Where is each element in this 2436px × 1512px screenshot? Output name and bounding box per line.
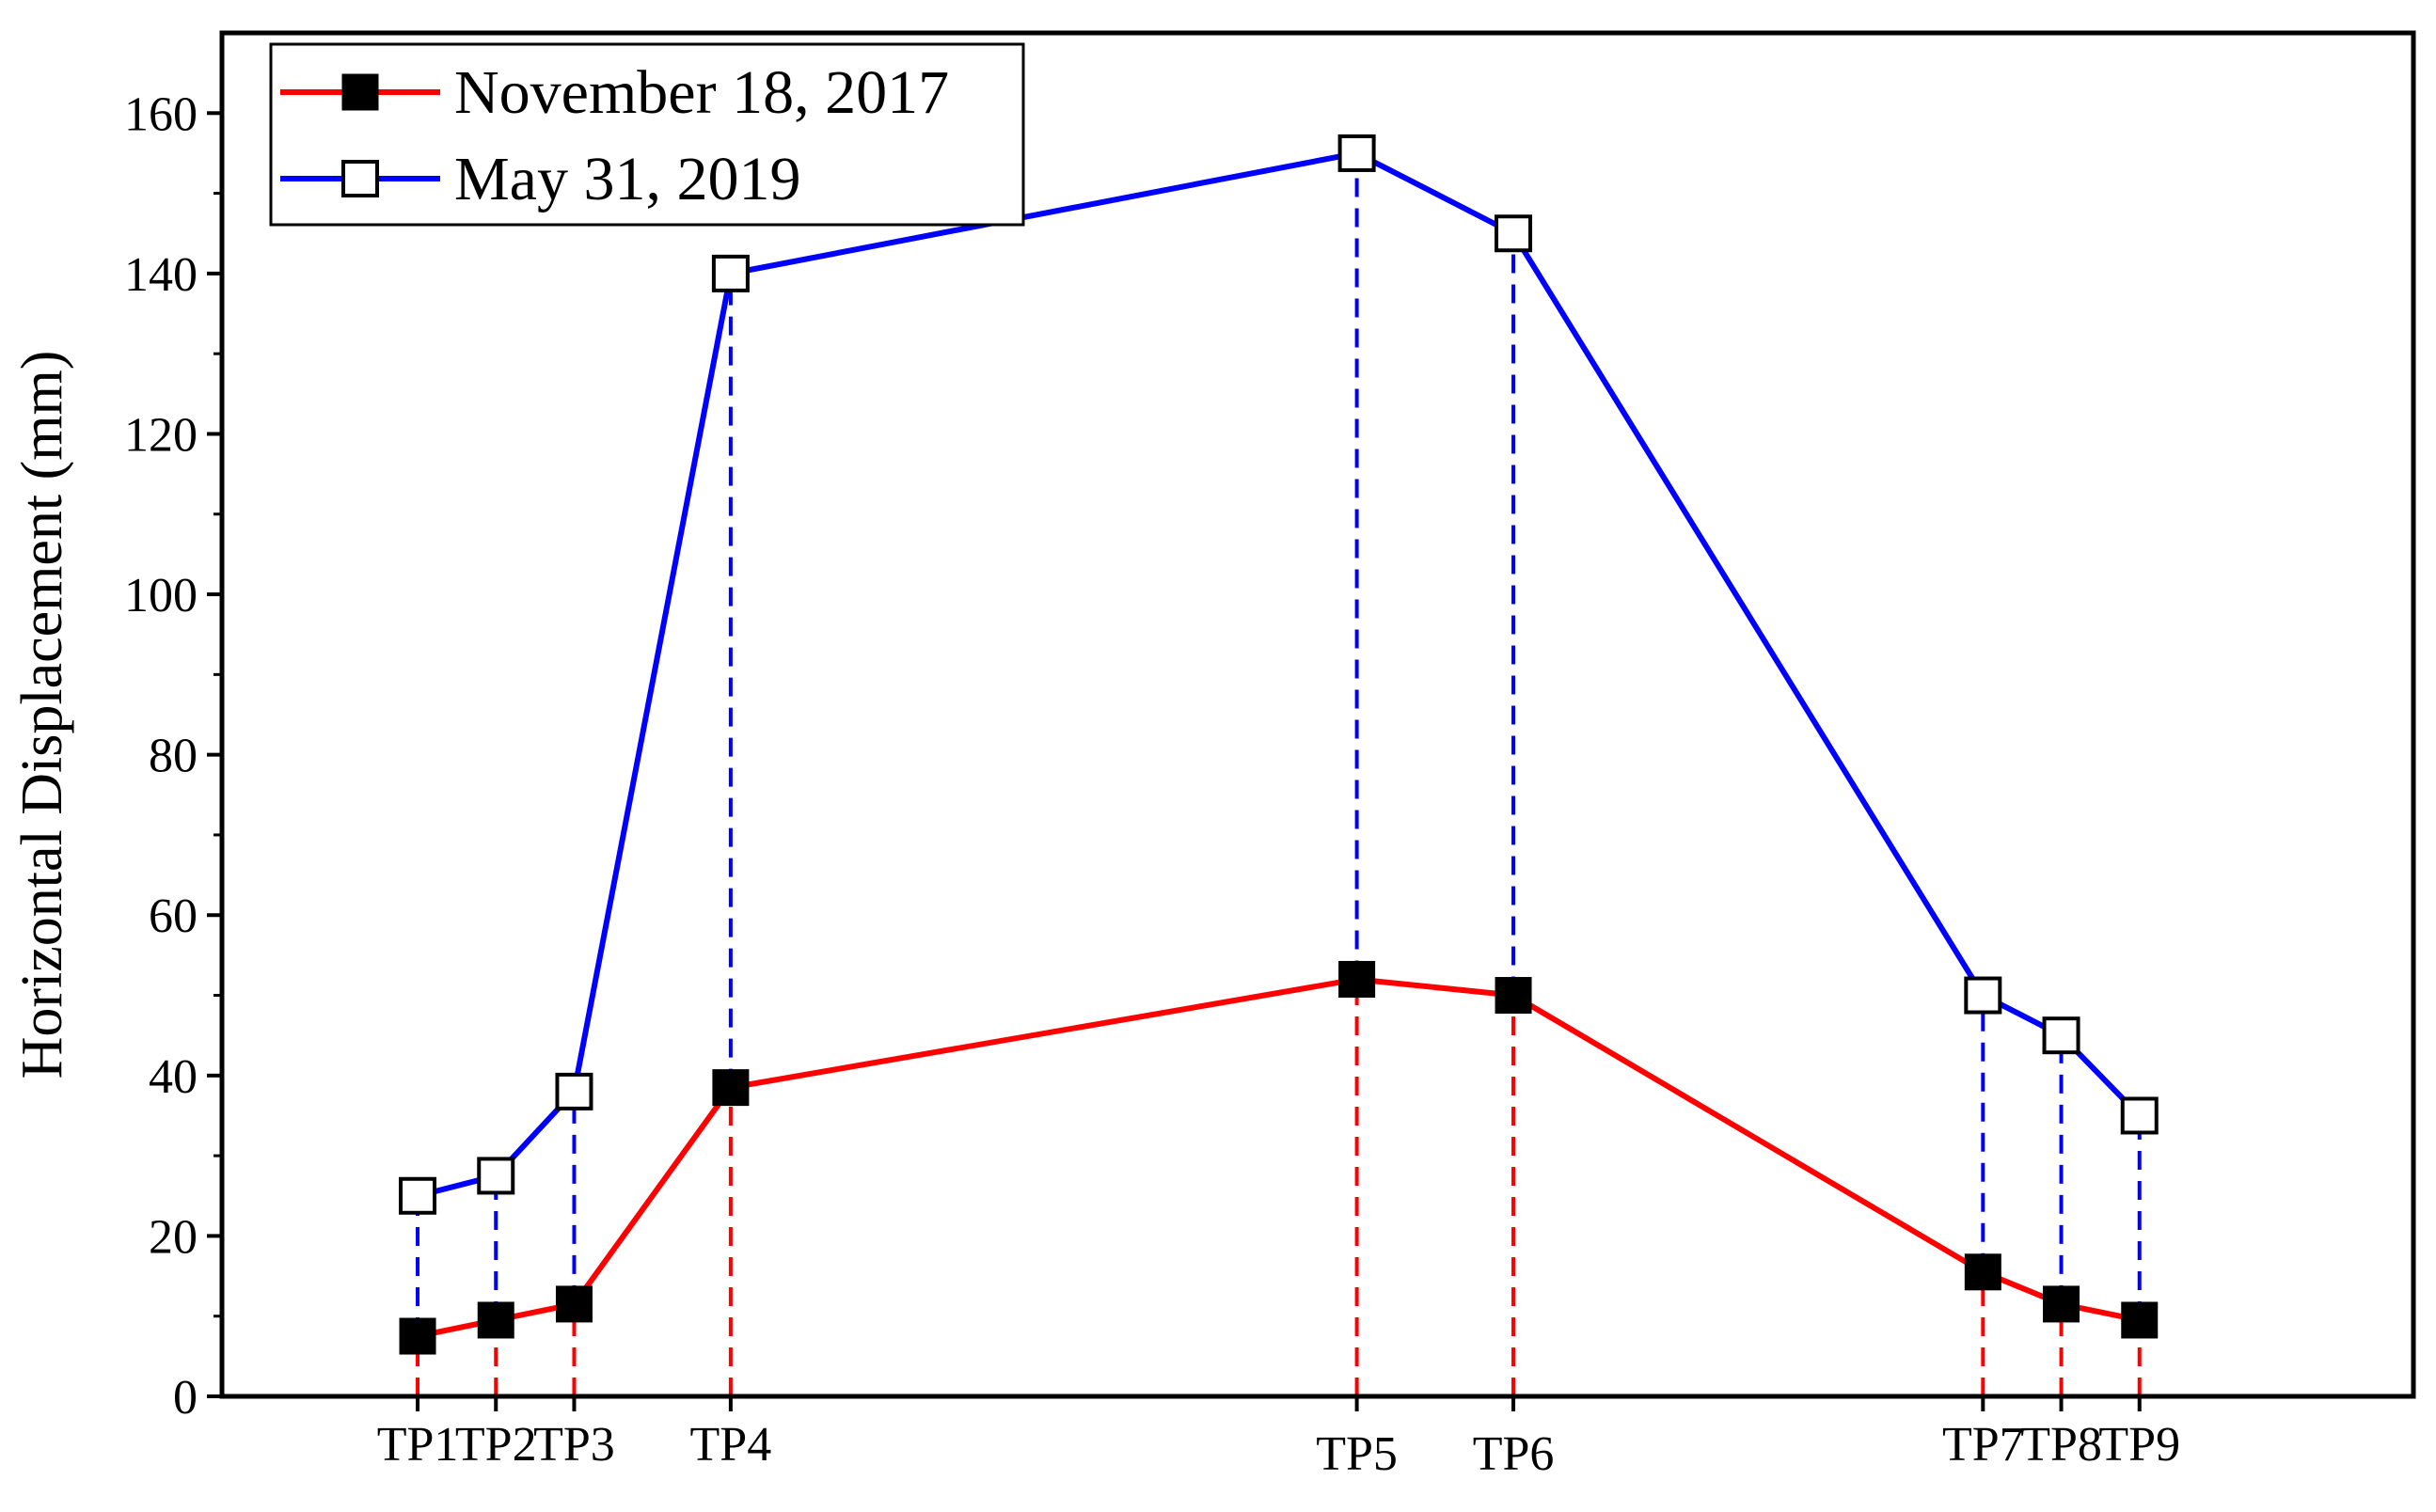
legend-marker-series-2 [341, 160, 379, 197]
x-tick-label: TP5 [1316, 1427, 1398, 1481]
data-point-series-2 [477, 1157, 515, 1195]
data-point-series-2 [399, 1176, 437, 1215]
legend-label-series-1: November 18, 2017 [454, 58, 949, 127]
y-tick-label: 140 [124, 248, 198, 302]
y-tick-label: 60 [149, 890, 198, 943]
data-point-series-1 [1495, 977, 1532, 1015]
data-point-series-1 [1338, 960, 1376, 998]
y-ticks: 0 20 40 60 80 100 120 140 160 [124, 87, 222, 1425]
y-tick-label: 20 [149, 1210, 198, 1264]
x-tick-label: TP2 [455, 1418, 537, 1472]
data-point-series-1 [2121, 1301, 2159, 1339]
data-point-series-2 [1964, 976, 2002, 1015]
legend-label-series-2: May 31, 2019 [454, 145, 800, 213]
axes [219, 30, 2416, 1399]
x-tick-label: TP1 [377, 1418, 459, 1472]
data-point-series-2 [2042, 1016, 2080, 1055]
data-point-series-2 [1495, 214, 1533, 253]
series-line-2 [417, 150, 2142, 1199]
data-point-series-2 [555, 1072, 593, 1110]
y-tick-label: 100 [124, 569, 198, 622]
series-markers [399, 134, 2159, 1355]
legend-box [269, 42, 1025, 227]
data-point-series-2 [2120, 1096, 2159, 1135]
legend: November 18, 2017 May 31, 2019 [269, 42, 1025, 227]
y-tick-label: 40 [149, 1050, 198, 1104]
x-tick-label: TP8 [2020, 1418, 2102, 1472]
y-axis-title: Horizontal Displacement (mm) [10, 351, 74, 1079]
series-lines [417, 150, 2142, 1339]
series-line-1 [417, 976, 2141, 1339]
drop-lines [416, 152, 2142, 1396]
x-tick-label: TP7 [1942, 1418, 2024, 1472]
data-point-series-1 [712, 1069, 750, 1107]
data-point-series-1 [399, 1317, 436, 1355]
x-tick-label: TP4 [690, 1418, 772, 1472]
y-tick-label: 80 [149, 730, 198, 783]
data-point-series-1 [1964, 1253, 2001, 1291]
y-tick-label: 160 [124, 87, 198, 141]
data-point-series-1 [477, 1301, 514, 1339]
data-point-series-2 [1337, 134, 1376, 172]
y-tick-label: 120 [124, 408, 198, 462]
x-tick-label: TP3 [533, 1418, 615, 1472]
data-point-series-1 [555, 1285, 593, 1323]
data-point-series-2 [711, 254, 750, 292]
x-tick-label: TP9 [2098, 1418, 2180, 1472]
y-tick-label: 0 [173, 1371, 198, 1425]
x-tick-label: TP6 [1473, 1427, 1555, 1481]
legend-marker-series-1 [341, 73, 379, 111]
plot-frame [219, 30, 2416, 1399]
data-point-series-1 [2043, 1285, 2080, 1323]
